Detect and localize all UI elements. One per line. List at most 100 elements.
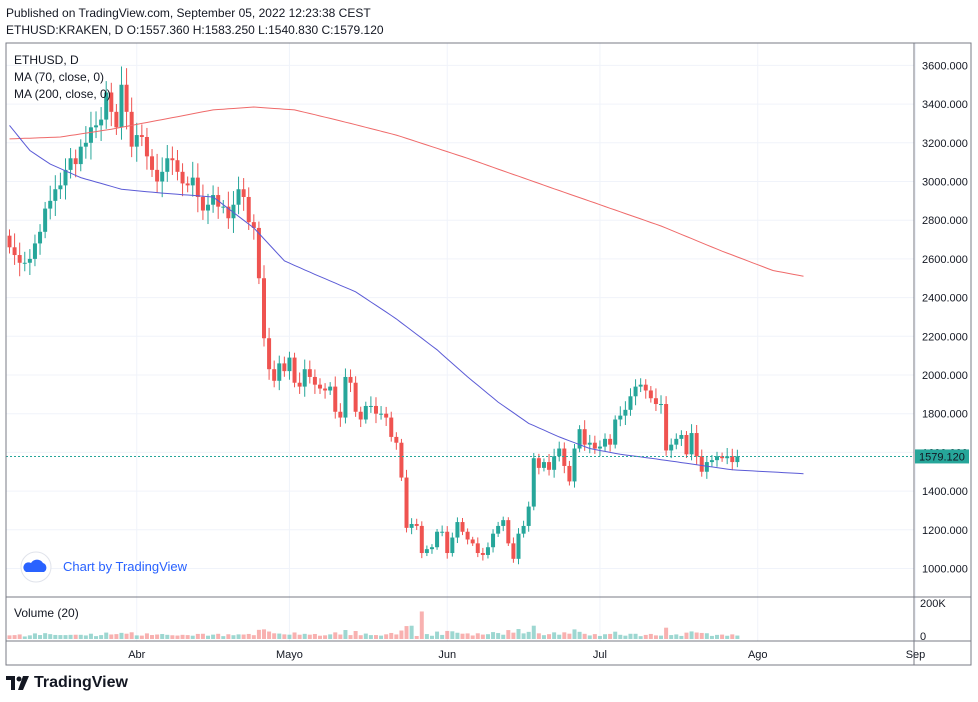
volume-bar	[659, 635, 664, 639]
volume-bar	[440, 634, 445, 639]
volume-bar	[277, 633, 282, 639]
price-tick-label: 2600.000	[922, 254, 968, 266]
volume-bar	[282, 634, 287, 639]
candle-body	[496, 525, 501, 534]
volume-bar	[180, 634, 185, 639]
candle-body	[7, 235, 12, 248]
candle-body	[104, 92, 109, 120]
candle-body	[373, 405, 378, 414]
candle-body	[480, 553, 485, 555]
volume-bar	[455, 632, 460, 639]
volume-bar	[307, 634, 312, 639]
volume-bar	[267, 631, 272, 639]
candle-body	[613, 419, 618, 445]
legend: ETHUSD, D MA (70, close, 0) MA (200, clo…	[14, 53, 111, 101]
volume-bar	[246, 633, 251, 639]
candle-body	[659, 404, 664, 406]
candle-body	[236, 189, 241, 205]
candle-body	[99, 119, 104, 126]
candle-body	[124, 84, 129, 112]
candle-body	[134, 135, 139, 147]
volume-bar	[567, 633, 572, 639]
volume-bar	[653, 635, 658, 639]
volume-bar	[496, 633, 501, 639]
candle-body	[414, 523, 419, 526]
volume-bar	[684, 632, 689, 639]
candle-body	[155, 169, 160, 182]
tradingview-watermark[interactable]: Chart by TradingView	[20, 551, 188, 583]
volume-bar	[704, 633, 709, 639]
candle-body	[109, 92, 114, 112]
volume-bar	[317, 635, 322, 639]
candle-body	[455, 522, 460, 538]
candle-body	[267, 338, 272, 370]
volume-bar	[460, 633, 465, 639]
volume-bar	[353, 631, 358, 639]
tradingview-logo-icon	[6, 676, 29, 690]
volume-bar	[480, 634, 485, 639]
volume-bar	[236, 634, 241, 639]
candle-body	[623, 409, 628, 416]
candle-body	[272, 369, 277, 381]
volume-bar	[312, 633, 317, 639]
candle-body	[58, 185, 63, 190]
candle-body	[715, 456, 720, 461]
candle-body	[119, 84, 124, 128]
candle-body	[384, 413, 389, 418]
candle-body	[195, 177, 200, 197]
volume-bar	[516, 629, 521, 639]
candle-body	[246, 196, 251, 223]
time-tick-label: Jul	[593, 649, 607, 661]
volume-bar	[603, 634, 608, 639]
candle-body	[262, 278, 266, 339]
volume-bar	[160, 634, 165, 639]
volume-bar	[338, 634, 343, 639]
candle-body	[648, 390, 653, 399]
published-line: Published on TradingView.com, September …	[6, 6, 371, 20]
candle-body	[628, 396, 633, 410]
volume-bar	[216, 633, 221, 639]
volume-bar	[190, 635, 195, 639]
price-tick-label: 2400.000	[922, 293, 968, 305]
candle-body	[419, 525, 424, 554]
volume-bar	[170, 635, 175, 639]
price-tick-label: 3400.000	[922, 99, 968, 111]
volume-bar	[262, 629, 266, 639]
candle-body	[552, 456, 557, 470]
volume-bar	[104, 632, 109, 639]
candle-body	[165, 158, 170, 172]
candle-body	[150, 156, 155, 170]
volume-bar	[419, 611, 424, 639]
candle-body	[12, 247, 17, 256]
candle-body	[88, 127, 93, 143]
candle-body	[343, 376, 348, 418]
volume-bar	[608, 633, 613, 639]
volume-bar	[58, 635, 63, 639]
candle-body	[338, 411, 343, 418]
candle-body	[501, 520, 506, 526]
volume-bar	[343, 630, 348, 639]
candle-body	[582, 429, 587, 445]
candle-body	[200, 196, 205, 211]
candle-body	[485, 547, 490, 555]
candle-body	[491, 533, 496, 548]
volume-bars	[7, 611, 740, 639]
candle-body	[363, 405, 368, 420]
candle-body	[587, 442, 592, 445]
volume-bar	[587, 635, 592, 639]
volume-bar	[404, 626, 409, 639]
volume-bar	[485, 634, 490, 639]
tradingview-logo[interactable]: TradingView	[6, 674, 128, 692]
volume-bar	[628, 633, 633, 639]
volume-bar	[541, 635, 546, 639]
time-tick-label: Ago	[748, 649, 768, 661]
volume-bar	[175, 635, 180, 639]
candle-body	[460, 522, 465, 532]
candle-body	[521, 525, 526, 534]
candle-body	[317, 384, 322, 389]
time-tick-label: Jun	[438, 649, 456, 661]
volume-bar	[124, 633, 129, 639]
volume-bar	[221, 636, 226, 639]
brand-label: TradingView	[34, 674, 128, 691]
